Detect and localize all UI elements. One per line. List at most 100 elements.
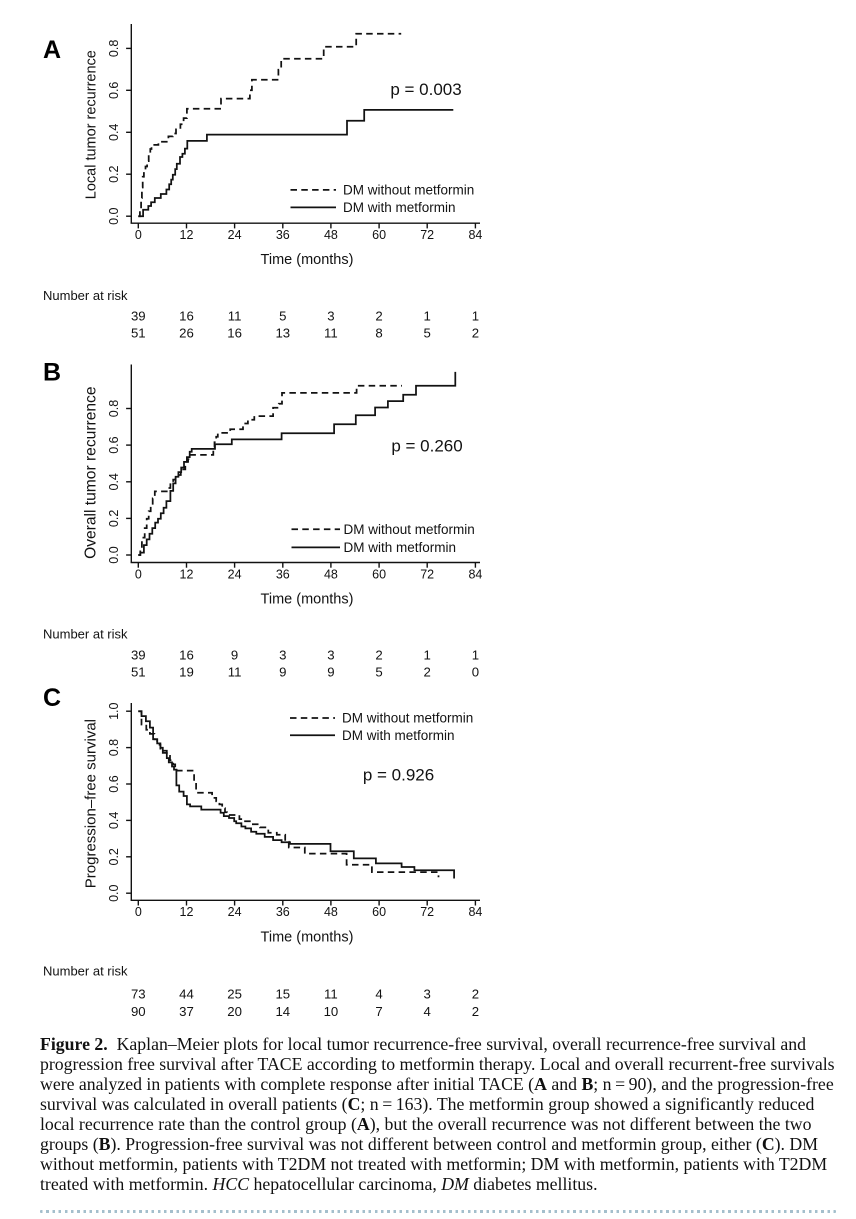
svg-text:0.4: 0.4 <box>107 473 121 490</box>
svg-text:16: 16 <box>179 648 194 663</box>
svg-text:9: 9 <box>231 648 238 663</box>
svg-text:1: 1 <box>472 648 479 663</box>
svg-text:0.8: 0.8 <box>107 400 121 417</box>
svg-text:DM without metformin: DM without metformin <box>342 711 473 726</box>
svg-text:5: 5 <box>279 309 286 324</box>
svg-text:9: 9 <box>327 665 334 680</box>
svg-text:11: 11 <box>324 986 338 1001</box>
svg-text:0: 0 <box>135 228 142 242</box>
svg-text:DM without metformin: DM without metformin <box>343 183 474 198</box>
svg-text:48: 48 <box>324 228 338 242</box>
svg-text:p = 0.260: p = 0.260 <box>391 437 462 456</box>
svg-text:11: 11 <box>228 309 242 324</box>
svg-text:13: 13 <box>275 326 290 341</box>
svg-text:Local tumor recurrence: Local tumor recurrence <box>84 50 100 199</box>
svg-text:16: 16 <box>179 309 194 324</box>
svg-text:0.2: 0.2 <box>107 848 121 865</box>
svg-text:51: 51 <box>131 326 146 341</box>
svg-text:0.6: 0.6 <box>107 775 121 792</box>
svg-text:Overall tumor recurrence: Overall tumor recurrence <box>83 386 100 558</box>
svg-text:19: 19 <box>179 665 194 680</box>
svg-text:26: 26 <box>179 326 194 341</box>
svg-text:DM without metformin: DM without metformin <box>344 522 475 537</box>
svg-text:11: 11 <box>228 665 242 680</box>
svg-text:16: 16 <box>227 326 242 341</box>
svg-text:84: 84 <box>468 905 482 919</box>
svg-text:60: 60 <box>372 228 386 242</box>
svg-text:0.6: 0.6 <box>107 82 121 99</box>
svg-text:p = 0.003: p = 0.003 <box>390 80 461 99</box>
svg-text:48: 48 <box>324 905 338 919</box>
svg-text:25: 25 <box>227 986 242 1001</box>
svg-text:2: 2 <box>375 309 382 324</box>
svg-text:39: 39 <box>131 648 146 663</box>
svg-text:7: 7 <box>375 1004 382 1019</box>
svg-text:0.4: 0.4 <box>107 124 121 141</box>
svg-text:4: 4 <box>424 1004 431 1019</box>
svg-text:1.0: 1.0 <box>107 702 121 719</box>
svg-text:0: 0 <box>135 567 142 581</box>
svg-text:73: 73 <box>131 986 146 1001</box>
svg-text:37: 37 <box>179 1004 194 1019</box>
svg-text:36: 36 <box>276 905 290 919</box>
svg-text:Number at risk: Number at risk <box>43 288 128 303</box>
svg-text:4: 4 <box>375 986 382 1001</box>
svg-text:48: 48 <box>324 567 338 581</box>
svg-text:0.2: 0.2 <box>107 510 121 527</box>
svg-text:B: B <box>43 359 61 387</box>
svg-text:0.4: 0.4 <box>107 812 121 829</box>
svg-text:2: 2 <box>472 1004 479 1019</box>
svg-text:12: 12 <box>180 228 194 242</box>
svg-text:0.8: 0.8 <box>107 40 121 57</box>
svg-text:2: 2 <box>472 986 479 1001</box>
svg-text:2: 2 <box>375 648 382 663</box>
svg-text:90: 90 <box>131 1004 146 1019</box>
svg-text:1: 1 <box>472 309 479 324</box>
svg-text:0.0: 0.0 <box>107 207 121 224</box>
svg-text:3: 3 <box>279 648 286 663</box>
svg-text:72: 72 <box>420 228 434 242</box>
svg-text:84: 84 <box>468 228 482 242</box>
svg-text:Progression–free survival: Progression–free survival <box>83 719 100 888</box>
svg-text:p = 0.926: p = 0.926 <box>363 766 434 785</box>
svg-text:39: 39 <box>131 309 146 324</box>
svg-text:0.0: 0.0 <box>107 546 121 563</box>
svg-text:3: 3 <box>327 309 334 324</box>
svg-text:2: 2 <box>424 665 431 680</box>
svg-text:DM with metformin: DM with metformin <box>342 728 455 743</box>
svg-text:15: 15 <box>275 986 290 1001</box>
svg-text:84: 84 <box>468 567 482 581</box>
svg-text:2: 2 <box>472 326 479 341</box>
svg-text:Time (months): Time (months) <box>261 592 354 608</box>
svg-text:60: 60 <box>372 567 386 581</box>
svg-text:0.0: 0.0 <box>107 884 121 901</box>
svg-text:24: 24 <box>228 905 242 919</box>
svg-text:A: A <box>43 36 61 64</box>
svg-text:DM with metformin: DM with metformin <box>343 200 456 215</box>
svg-text:20: 20 <box>227 1004 242 1019</box>
svg-text:14: 14 <box>275 1004 290 1019</box>
svg-text:Number at risk: Number at risk <box>43 964 128 979</box>
svg-text:72: 72 <box>420 567 434 581</box>
svg-text:5: 5 <box>375 665 382 680</box>
svg-text:0.2: 0.2 <box>107 165 121 182</box>
svg-text:24: 24 <box>228 228 242 242</box>
svg-text:9: 9 <box>279 665 286 680</box>
svg-text:0.6: 0.6 <box>107 436 121 453</box>
svg-text:72: 72 <box>420 905 434 919</box>
svg-text:C: C <box>43 684 61 712</box>
svg-text:DM with metformin: DM with metformin <box>344 540 457 555</box>
svg-text:8: 8 <box>375 326 382 341</box>
svg-text:11: 11 <box>324 326 338 341</box>
svg-text:1: 1 <box>424 648 431 663</box>
svg-text:24: 24 <box>228 567 242 581</box>
svg-text:Time (months): Time (months) <box>261 929 354 945</box>
svg-text:3: 3 <box>424 986 431 1001</box>
svg-text:Time (months): Time (months) <box>261 252 354 268</box>
svg-text:12: 12 <box>180 905 194 919</box>
svg-text:36: 36 <box>276 228 290 242</box>
svg-text:Number at risk: Number at risk <box>43 626 128 641</box>
svg-text:0: 0 <box>135 905 142 919</box>
svg-text:3: 3 <box>327 648 334 663</box>
svg-text:60: 60 <box>372 905 386 919</box>
